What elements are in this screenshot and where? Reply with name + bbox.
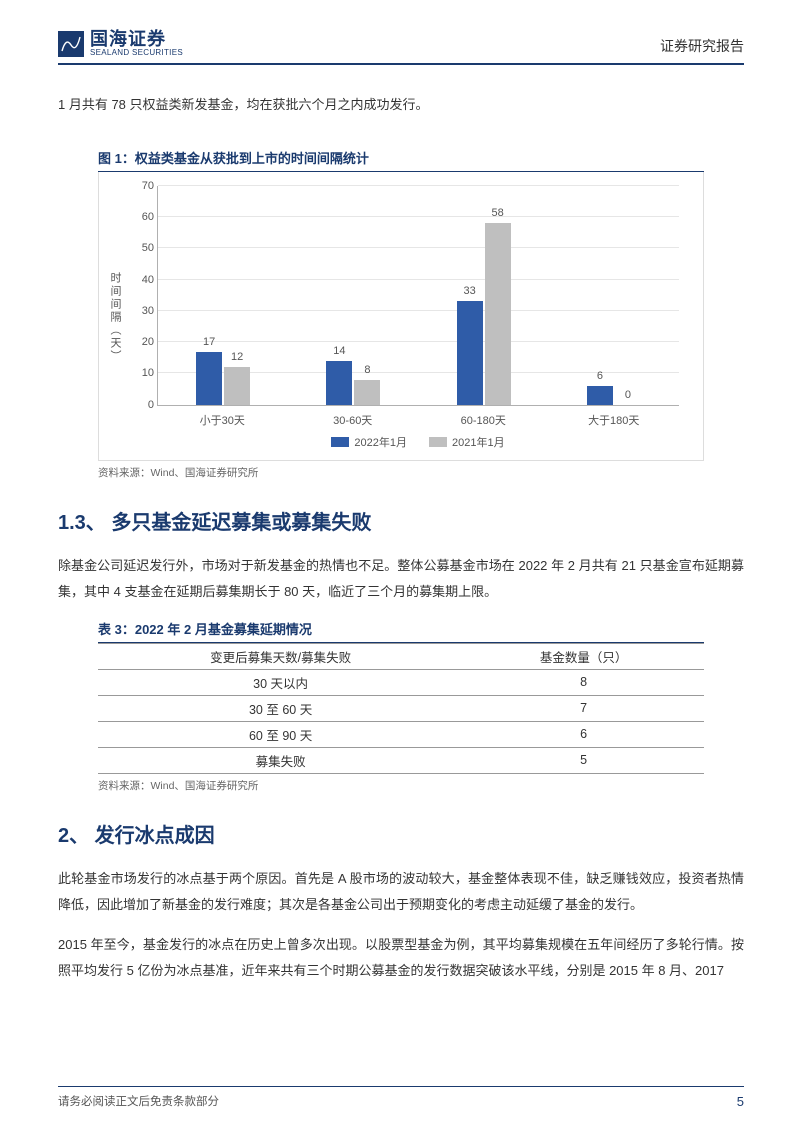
- x-axis-labels: 小于30天30-60天60-180天大于180天: [157, 406, 679, 428]
- page-footer: 请务必阅读正文后免责条款部分 5: [58, 1086, 744, 1109]
- bar: 6: [587, 386, 613, 405]
- bar-value-label: 8: [364, 364, 370, 376]
- y-tick-label: 10: [130, 367, 154, 379]
- table-title: 表 3：2022 年 2 月基金募集延期情况: [98, 619, 704, 643]
- legend-swatch: [429, 437, 447, 447]
- y-tick-label: 50: [130, 242, 154, 254]
- section-2-para1: 此轮基金市场发行的冰点基于两个原因。首先是 A 股市场的波动较大，基金整体表现不…: [58, 866, 744, 918]
- bar: 14: [326, 361, 352, 405]
- footer-disclaimer: 请务必阅读正文后免责条款部分: [58, 1093, 219, 1109]
- chart-source: 资料来源：Wind、国海证券研究所: [98, 465, 704, 480]
- table-source: 资料来源：Wind、国海证券研究所: [98, 778, 704, 793]
- table-header-cell: 变更后募集天数/募集失败: [98, 643, 463, 669]
- table-cell: 30 天以内: [98, 669, 463, 695]
- y-tick-label: 60: [130, 211, 154, 223]
- legend-label: 2022年1月: [354, 434, 407, 450]
- table-cell: 7: [463, 695, 704, 721]
- bar-group: 3358: [419, 186, 549, 405]
- x-tick-label: 60-180天: [418, 406, 549, 428]
- table-cell: 30 至 60 天: [98, 695, 463, 721]
- page-header: 国海证券 SEALAND SECURITIES 证券研究报告: [58, 30, 744, 65]
- section-2-para2: 2015 年至今，基金发行的冰点在历史上曾多次出现。以股票型基金为例，其平均募集…: [58, 932, 744, 984]
- bar-value-label: 14: [333, 345, 345, 357]
- y-tick-label: 70: [130, 180, 154, 192]
- table-cell: 6: [463, 721, 704, 747]
- chart-plot-area: 0102030405060701712148335860: [157, 186, 679, 406]
- table-row: 募集失败5: [98, 747, 704, 773]
- y-tick-label: 40: [130, 274, 154, 286]
- bar-value-label: 17: [203, 336, 215, 348]
- bar-value-label: 58: [492, 207, 504, 219]
- bar-value-label: 0: [625, 389, 631, 401]
- legend-item: 2022年1月: [331, 434, 407, 450]
- company-logo: 国海证券 SEALAND SECURITIES: [58, 30, 183, 57]
- x-tick-label: 30-60天: [288, 406, 419, 428]
- logo-text-cn: 国海证券: [90, 30, 183, 48]
- bar-value-label: 33: [464, 285, 476, 297]
- section-1-3-para: 除基金公司延迟发行外，市场对于新发基金的热情也不足。整体公募基金市场在 2022…: [58, 553, 744, 605]
- legend-item: 2021年1月: [429, 434, 505, 450]
- bar: 12: [224, 367, 250, 405]
- section-1-3-heading: 1.3、 多只基金延迟募集或募集失败: [58, 506, 744, 535]
- chart-legend: 2022年1月 2021年1月: [157, 434, 679, 450]
- bar-value-label: 6: [597, 370, 603, 382]
- table-cell: 60 至 90 天: [98, 721, 463, 747]
- logo-icon: [58, 31, 84, 57]
- bar-group: 60: [549, 186, 679, 405]
- logo-text-en: SEALAND SECURITIES: [90, 48, 183, 57]
- table-cell: 募集失败: [98, 747, 463, 773]
- legend-label: 2021年1月: [452, 434, 505, 450]
- x-tick-label: 大于180天: [549, 406, 680, 428]
- fund-delay-table: 变更后募集天数/募集失败基金数量（只） 30 天以内830 至 60 天760 …: [98, 643, 704, 774]
- y-tick-label: 0: [130, 399, 154, 411]
- bar-value-label: 12: [231, 351, 243, 363]
- bar-group: 148: [288, 186, 418, 405]
- x-tick-label: 小于30天: [157, 406, 288, 428]
- table-header-cell: 基金数量（只）: [463, 643, 704, 669]
- table-row: 30 至 60 天7: [98, 695, 704, 721]
- table-cell: 5: [463, 747, 704, 773]
- intro-paragraph: 1 月共有 78 只权益类新发基金，均在获批六个月之内成功发行。: [58, 93, 744, 118]
- y-axis-label: 时间间隔（天）: [107, 272, 127, 363]
- chart-container: 时间间隔（天） 0102030405060701712148335860 小于3…: [98, 172, 704, 461]
- report-type: 证券研究报告: [660, 30, 744, 56]
- page-number: 5: [737, 1094, 744, 1109]
- bar: 33: [457, 301, 483, 404]
- chart-title: 图 1：权益类基金从获批到上市的时间间隔统计: [98, 148, 704, 172]
- table-row: 60 至 90 天6: [98, 721, 704, 747]
- y-tick-label: 30: [130, 305, 154, 317]
- bar: 58: [485, 223, 511, 404]
- bar-group: 1712: [158, 186, 288, 405]
- bar: 8: [354, 380, 380, 405]
- table-cell: 8: [463, 669, 704, 695]
- bar: 17: [196, 352, 222, 405]
- table-row: 30 天以内8: [98, 669, 704, 695]
- y-tick-label: 20: [130, 336, 154, 348]
- legend-swatch: [331, 437, 349, 447]
- section-2-heading: 2、 发行冰点成因: [58, 819, 744, 848]
